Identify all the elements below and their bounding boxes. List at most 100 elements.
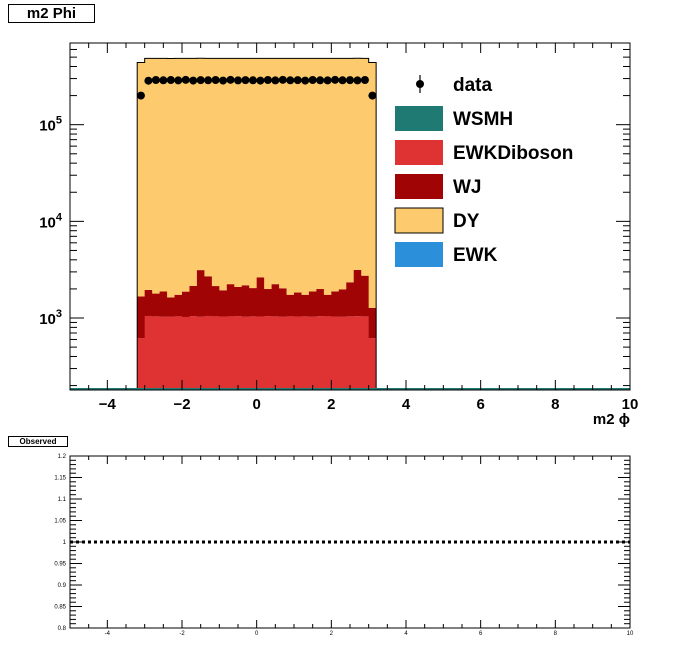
- data-point-6: [181, 75, 190, 84]
- data-point-29: [353, 76, 362, 85]
- ratio-x-tick-label: 4: [404, 631, 408, 637]
- data-point-21: [293, 76, 302, 85]
- data-point-31: [368, 91, 377, 100]
- bar-dy-2: [152, 58, 160, 294]
- ratio-x-tick-label: -2: [179, 631, 185, 637]
- bar-wj-24: [316, 289, 325, 317]
- x-tick-label: −4: [99, 396, 117, 413]
- x-tick-label: 10: [622, 396, 639, 413]
- bar-dy-31: [368, 62, 377, 308]
- bar-dy-7: [189, 58, 198, 286]
- bar-dy-25: [323, 58, 332, 295]
- y-tick-label: 105: [39, 115, 62, 135]
- ratio-plot-panel: -4 -2 0 2 4 6 8 10 0.8 0.85 0.9 0.95 1 1.05 1.1 1.15 1.2: [54, 454, 634, 637]
- bar-dy-12: [226, 58, 235, 285]
- bar-dy-27: [338, 58, 347, 290]
- bar-dy-17: [264, 58, 272, 290]
- bar-dy-19: [279, 58, 287, 289]
- bar-wj-18: [271, 284, 280, 317]
- data-point-3: [159, 76, 168, 85]
- data-point-14: [241, 76, 250, 85]
- ratio-x-tick-label: 6: [479, 631, 483, 637]
- bar-wj-9: [204, 276, 213, 316]
- bar-dy-13: [234, 58, 243, 287]
- bar-dy-15: [249, 58, 258, 289]
- bar-ewkdiboson-29: [353, 316, 362, 390]
- data-point-25: [323, 76, 332, 85]
- bar-wj-14: [241, 285, 250, 317]
- bar-wj-26: [331, 291, 340, 317]
- ratio-x-tick-label: 2: [330, 631, 334, 637]
- data-point-10: [211, 75, 220, 84]
- bar-dy-29: [353, 58, 362, 270]
- bar-wj-6: [182, 291, 190, 317]
- bar-dy-9: [204, 58, 213, 277]
- bar-wj-25: [323, 294, 332, 317]
- ratio-x-tick-label: -4: [105, 631, 111, 637]
- bar-dy-28: [346, 58, 355, 283]
- bar-ewkdiboson-13: [234, 316, 243, 390]
- bar-wj-11: [219, 290, 228, 317]
- data-point-8: [196, 76, 205, 85]
- bar-ewkdiboson-27: [338, 316, 347, 390]
- bar-dy-30: [361, 58, 370, 276]
- bar-ewkdiboson-5: [174, 316, 183, 390]
- bar-dy-4: [167, 58, 175, 298]
- x-axis-label: m2 ϕ: [593, 411, 630, 428]
- bar-dy-0: [137, 62, 146, 297]
- bar-ewkdiboson-15: [249, 316, 258, 390]
- bar-ewkdiboson-31: [368, 338, 377, 390]
- x-tick-label: 0: [252, 396, 260, 413]
- bar-ewkdiboson-2: [152, 316, 160, 390]
- legend-label-ewkdiboson: EWKDiboson: [453, 143, 573, 164]
- bar-wj-7: [189, 285, 198, 317]
- data-point-16: [256, 76, 265, 85]
- data-point-15: [248, 76, 257, 85]
- bar-ewkdiboson-24: [316, 316, 325, 390]
- bar-ewkdiboson-17: [264, 316, 272, 390]
- bar-dy-6: [182, 58, 190, 292]
- data-point-20: [286, 76, 295, 85]
- legend-label-dy: DY: [453, 211, 480, 232]
- bar-dy-26: [331, 58, 340, 292]
- data-point-19: [278, 75, 287, 84]
- ratio-y-tick-label: 1.1: [58, 497, 67, 503]
- data-point-27: [338, 76, 347, 85]
- ratio-y-tick-label: 0.95: [54, 562, 66, 568]
- data-point-9: [204, 76, 213, 85]
- ratio-plot-title: Observed: [8, 436, 68, 447]
- legend-swatch-ewkdiboson: [395, 140, 443, 165]
- ratio-x-tick-label: 0: [255, 631, 259, 637]
- data-point-22: [301, 76, 310, 85]
- bar-dy-14: [241, 58, 250, 286]
- data-point-1: [144, 76, 153, 85]
- ratio-axes: -4 -2 0 2 4 6 8 10 0.8 0.85 0.9 0.95 1 1.05 1.1 1.15 1.2: [54, 454, 634, 637]
- legend-swatch-ewk: [395, 242, 443, 267]
- legend-data-marker: [416, 80, 424, 88]
- bar-wj-21: [294, 292, 302, 317]
- bar-ewkdiboson-4: [167, 316, 175, 390]
- ratio-y-tick-label: 1.2: [58, 454, 67, 460]
- bar-wj-20: [286, 294, 295, 317]
- data-point-26: [331, 75, 340, 84]
- bar-dy-1: [144, 58, 153, 290]
- data-point-7: [189, 76, 198, 85]
- bar-ewkdiboson-25: [323, 316, 332, 390]
- bar-wj-28: [346, 282, 355, 317]
- bar-ewkdiboson-0: [137, 338, 146, 390]
- bar-dy-24: [316, 58, 325, 290]
- bar-dy-16: [256, 58, 265, 278]
- x-tick-label: 8: [551, 396, 559, 413]
- ratio-y-tick-label: 1.05: [54, 519, 66, 525]
- bar-wj-29: [353, 269, 362, 317]
- main-plot-title: m2 Phi: [8, 4, 95, 23]
- legend: data WSMH EWKDiboson WJ DY EWK: [394, 75, 573, 267]
- bar-ewkdiboson-20: [286, 316, 295, 390]
- bar-dy-10: [211, 58, 220, 287]
- bar-wj-19: [279, 288, 287, 317]
- bar-wj-31: [368, 307, 377, 339]
- bar-wj-22: [301, 294, 310, 317]
- y-tick-label: 103: [39, 308, 62, 328]
- bar-ewkdiboson-12: [226, 316, 235, 390]
